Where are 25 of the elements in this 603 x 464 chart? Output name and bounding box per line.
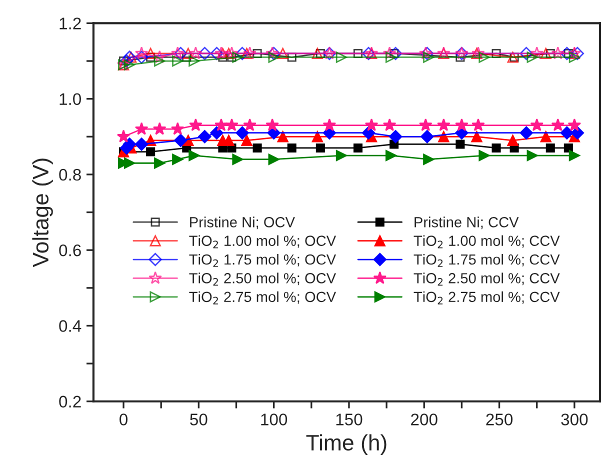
legend-label: TiO$_{2}$ 2.50 mol %; CCV: [414, 272, 560, 286]
x-tick-label: 200: [411, 414, 438, 426]
x-tick-label: 50: [190, 414, 208, 426]
legend-label: TiO$_{2}$ 1.75 mol %; CCV: [414, 254, 560, 267]
legend-label: TiO$_{2}$ 1.75 mol %; OCV: [189, 254, 336, 267]
legend-label: TiO$_{2}$ 1.00 mol %; OCV: [189, 235, 336, 248]
y-tick-label: 0.6: [59, 244, 81, 256]
x-tick-label: 100: [261, 414, 288, 426]
x-tick-label: 300: [561, 414, 588, 426]
x-tick-label: 250: [486, 414, 513, 426]
x-tick-label: 150: [336, 414, 362, 426]
y-tick-label: 0.2: [59, 396, 81, 408]
y-tick-label: 0.4: [59, 320, 82, 332]
legend-label: TiO$_{2}$ 2.75 mol %; OCV: [189, 291, 336, 304]
legend-label: Pristine Ni; CCV: [414, 216, 519, 230]
y-axis-title: Voltage (V): [32, 158, 53, 268]
legend-label: TiO$_{2}$ 1.00 mol %; CCV: [414, 235, 560, 248]
x-tick-label: 0: [120, 414, 128, 426]
legend-label: Pristine Ni; OCV: [190, 216, 295, 230]
y-tick-label: 1.2: [60, 18, 81, 30]
y-tick-label: 1.0: [60, 93, 82, 106]
legend-label: TiO$_{2}$ 2.50 mol %; OCV: [189, 272, 336, 286]
x-axis-title: Time (h): [306, 434, 386, 455]
legend-label: TiO$_{2}$ 2.75 mol %; CCV: [414, 291, 560, 304]
y-tick-label: 0.8: [59, 168, 81, 181]
